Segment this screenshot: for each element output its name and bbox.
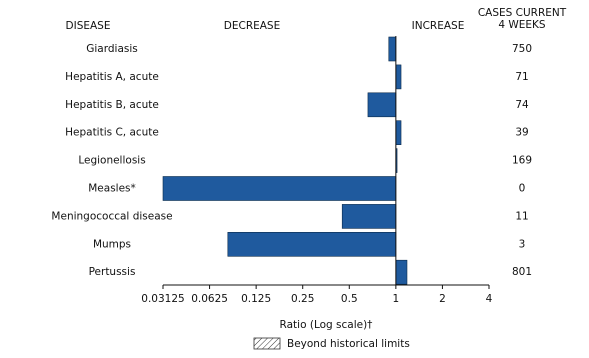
x-tick-label: 0.5 (341, 293, 358, 305)
category-label: Hepatitis A, acute (65, 71, 159, 83)
bar (162, 176, 397, 201)
header-increase: INCREASE (412, 20, 465, 32)
bar (395, 64, 402, 90)
category-label: Giardiasis (86, 43, 138, 55)
header-decrease: DECREASE (224, 20, 280, 32)
x-tick-label: 0.03125 (141, 293, 184, 305)
cases-value: 3 (519, 238, 526, 250)
category-label: Mumps (93, 238, 131, 250)
category-label: Hepatitis C, acute (65, 127, 159, 139)
bar (367, 92, 397, 118)
cases-value: 0 (519, 183, 526, 195)
cases-value: 11 (515, 210, 528, 222)
legend-swatch (253, 337, 281, 350)
bar (395, 259, 408, 285)
bar (341, 204, 397, 229)
category-label: Measles* (88, 183, 136, 195)
cases-value: 801 (512, 266, 532, 278)
header-cases: 4 WEEKS (498, 19, 546, 31)
x-tick-label: 0.0625 (191, 293, 228, 305)
x-tick-label: 4 (486, 293, 493, 305)
legend-label: Beyond historical limits (287, 338, 410, 350)
bar (388, 36, 397, 62)
category-label: Meningococcal disease (51, 210, 172, 222)
header-cases: CASES CURRENT (478, 7, 567, 19)
bar (227, 232, 397, 257)
cases-value: 39 (515, 127, 528, 139)
header-disease: DISEASE (66, 20, 111, 32)
cases-value: 169 (512, 155, 532, 167)
bar (395, 120, 402, 145)
x-tick-label: 1 (393, 293, 400, 305)
cases-value: 750 (512, 43, 532, 55)
category-label: Hepatitis B, acute (65, 99, 159, 111)
x-axis-title: Ratio (Log scale)† (280, 319, 373, 331)
x-tick-label: 0.25 (291, 293, 314, 305)
x-tick-label: 2 (439, 293, 446, 305)
cases-value: 71 (515, 71, 528, 83)
x-tick-label: 0.125 (241, 293, 271, 305)
category-label: Pertussis (89, 266, 136, 278)
category-label: Legionellosis (78, 155, 145, 167)
cases-value: 74 (515, 99, 529, 111)
